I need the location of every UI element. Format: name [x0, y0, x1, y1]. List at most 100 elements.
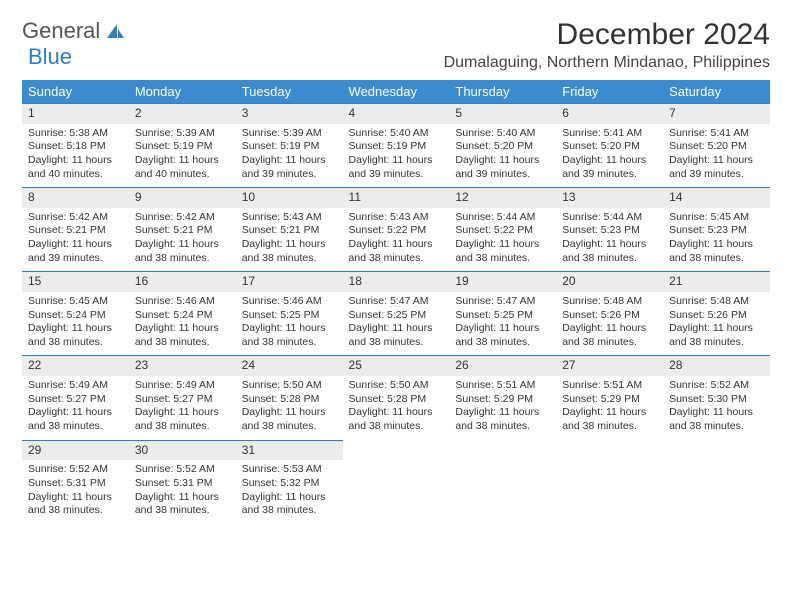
daylight-text-2: and 38 minutes. — [349, 420, 444, 434]
sunset-text: Sunset: 5:32 PM — [242, 477, 337, 491]
day-number: 12 — [449, 187, 556, 208]
sunrise-text: Sunrise: 5:50 AM — [242, 379, 337, 393]
sunset-text: Sunset: 5:27 PM — [28, 393, 123, 407]
day-number: 14 — [663, 187, 770, 208]
logo-text-blue: Blue — [28, 44, 72, 70]
calendar-week-row: 29Sunrise: 5:52 AMSunset: 5:31 PMDayligh… — [22, 440, 770, 524]
logo-sail-icon — [105, 22, 125, 40]
sunset-text: Sunset: 5:23 PM — [669, 224, 764, 238]
weekday-header: Saturday — [663, 80, 770, 103]
daylight-text-2: and 38 minutes. — [349, 336, 444, 350]
day-number: 10 — [236, 187, 343, 208]
daylight-text-2: and 39 minutes. — [349, 168, 444, 182]
calendar-day-cell: 12Sunrise: 5:44 AMSunset: 5:22 PMDayligh… — [449, 187, 556, 271]
daylight-text-1: Daylight: 11 hours — [28, 154, 123, 168]
day-number: 16 — [129, 271, 236, 292]
day-details: Sunrise: 5:41 AMSunset: 5:20 PMDaylight:… — [663, 124, 770, 188]
sunrise-text: Sunrise: 5:47 AM — [349, 295, 444, 309]
daylight-text-2: and 39 minutes. — [669, 168, 764, 182]
day-details: Sunrise: 5:51 AMSunset: 5:29 PMDaylight:… — [556, 376, 663, 440]
day-number: 24 — [236, 355, 343, 376]
weekday-header: Monday — [129, 80, 236, 103]
sunset-text: Sunset: 5:25 PM — [349, 309, 444, 323]
calendar-day-cell: .. — [663, 440, 770, 524]
calendar-day-cell: 9Sunrise: 5:42 AMSunset: 5:21 PMDaylight… — [129, 187, 236, 271]
sunrise-text: Sunrise: 5:41 AM — [669, 127, 764, 141]
daylight-text-1: Daylight: 11 hours — [28, 406, 123, 420]
calendar-day-cell: 10Sunrise: 5:43 AMSunset: 5:21 PMDayligh… — [236, 187, 343, 271]
daylight-text-1: Daylight: 11 hours — [349, 406, 444, 420]
day-number: 2 — [129, 103, 236, 124]
daylight-text-2: and 38 minutes. — [242, 420, 337, 434]
sunset-text: Sunset: 5:21 PM — [28, 224, 123, 238]
day-details: Sunrise: 5:40 AMSunset: 5:20 PMDaylight:… — [449, 124, 556, 188]
calendar-day-cell: 31Sunrise: 5:53 AMSunset: 5:32 PMDayligh… — [236, 440, 343, 524]
sunset-text: Sunset: 5:24 PM — [28, 309, 123, 323]
sunset-text: Sunset: 5:26 PM — [669, 309, 764, 323]
day-details: Sunrise: 5:47 AMSunset: 5:25 PMDaylight:… — [343, 292, 450, 356]
day-details: Sunrise: 5:48 AMSunset: 5:26 PMDaylight:… — [663, 292, 770, 356]
sunset-text: Sunset: 5:20 PM — [669, 140, 764, 154]
sunrise-text: Sunrise: 5:39 AM — [135, 127, 230, 141]
daylight-text-2: and 38 minutes. — [135, 252, 230, 266]
calendar-day-cell: 24Sunrise: 5:50 AMSunset: 5:28 PMDayligh… — [236, 355, 343, 439]
sunset-text: Sunset: 5:31 PM — [135, 477, 230, 491]
sunset-text: Sunset: 5:25 PM — [455, 309, 550, 323]
daylight-text-1: Daylight: 11 hours — [669, 322, 764, 336]
sunrise-text: Sunrise: 5:52 AM — [669, 379, 764, 393]
daylight-text-1: Daylight: 11 hours — [242, 154, 337, 168]
header: General December 2024 Dumalaguing, North… — [22, 18, 770, 72]
daylight-text-1: Daylight: 11 hours — [349, 238, 444, 252]
calendar-day-cell: 16Sunrise: 5:46 AMSunset: 5:24 PMDayligh… — [129, 271, 236, 355]
sunset-text: Sunset: 5:20 PM — [455, 140, 550, 154]
day-number: 13 — [556, 187, 663, 208]
daylight-text-2: and 38 minutes. — [455, 336, 550, 350]
daylight-text-2: and 38 minutes. — [669, 336, 764, 350]
sunrise-text: Sunrise: 5:51 AM — [455, 379, 550, 393]
day-details: Sunrise: 5:51 AMSunset: 5:29 PMDaylight:… — [449, 376, 556, 440]
daylight-text-2: and 39 minutes. — [455, 168, 550, 182]
day-number: 29 — [22, 440, 129, 461]
daylight-text-2: and 38 minutes. — [562, 336, 657, 350]
sunset-text: Sunset: 5:19 PM — [242, 140, 337, 154]
location: Dumalaguing, Northern Mindanao, Philippi… — [444, 54, 770, 72]
sunset-text: Sunset: 5:25 PM — [242, 309, 337, 323]
daylight-text-2: and 38 minutes. — [135, 336, 230, 350]
calendar-day-cell: 13Sunrise: 5:44 AMSunset: 5:23 PMDayligh… — [556, 187, 663, 271]
day-number: 15 — [22, 271, 129, 292]
daylight-text-2: and 38 minutes. — [28, 504, 123, 518]
sunrise-text: Sunrise: 5:43 AM — [242, 211, 337, 225]
day-number: 26 — [449, 355, 556, 376]
day-details: Sunrise: 5:53 AMSunset: 5:32 PMDaylight:… — [236, 460, 343, 524]
day-number: 30 — [129, 440, 236, 461]
sunset-text: Sunset: 5:31 PM — [28, 477, 123, 491]
sunrise-text: Sunrise: 5:51 AM — [562, 379, 657, 393]
day-details: Sunrise: 5:40 AMSunset: 5:19 PMDaylight:… — [343, 124, 450, 188]
daylight-text-1: Daylight: 11 hours — [455, 154, 550, 168]
sunset-text: Sunset: 5:27 PM — [135, 393, 230, 407]
daylight-text-2: and 38 minutes. — [349, 252, 444, 266]
day-number: 27 — [556, 355, 663, 376]
sunset-text: Sunset: 5:22 PM — [349, 224, 444, 238]
day-details: Sunrise: 5:42 AMSunset: 5:21 PMDaylight:… — [129, 208, 236, 272]
daylight-text-1: Daylight: 11 hours — [455, 406, 550, 420]
daylight-text-2: and 38 minutes. — [562, 420, 657, 434]
calendar-day-cell: 22Sunrise: 5:49 AMSunset: 5:27 PMDayligh… — [22, 355, 129, 439]
day-number: 20 — [556, 271, 663, 292]
daylight-text-1: Daylight: 11 hours — [349, 322, 444, 336]
calendar-day-cell: 20Sunrise: 5:48 AMSunset: 5:26 PMDayligh… — [556, 271, 663, 355]
day-details: Sunrise: 5:46 AMSunset: 5:24 PMDaylight:… — [129, 292, 236, 356]
sunset-text: Sunset: 5:19 PM — [349, 140, 444, 154]
daylight-text-2: and 38 minutes. — [455, 252, 550, 266]
day-number: 3 — [236, 103, 343, 124]
daylight-text-1: Daylight: 11 hours — [562, 406, 657, 420]
sunrise-text: Sunrise: 5:48 AM — [669, 295, 764, 309]
daylight-text-2: and 40 minutes. — [28, 168, 123, 182]
day-details: Sunrise: 5:43 AMSunset: 5:22 PMDaylight:… — [343, 208, 450, 272]
calendar-day-cell: 18Sunrise: 5:47 AMSunset: 5:25 PMDayligh… — [343, 271, 450, 355]
daylight-text-2: and 38 minutes. — [669, 252, 764, 266]
calendar-day-cell: 6Sunrise: 5:41 AMSunset: 5:20 PMDaylight… — [556, 103, 663, 187]
sunrise-text: Sunrise: 5:47 AM — [455, 295, 550, 309]
day-details: Sunrise: 5:44 AMSunset: 5:23 PMDaylight:… — [556, 208, 663, 272]
day-details: Sunrise: 5:50 AMSunset: 5:28 PMDaylight:… — [343, 376, 450, 440]
